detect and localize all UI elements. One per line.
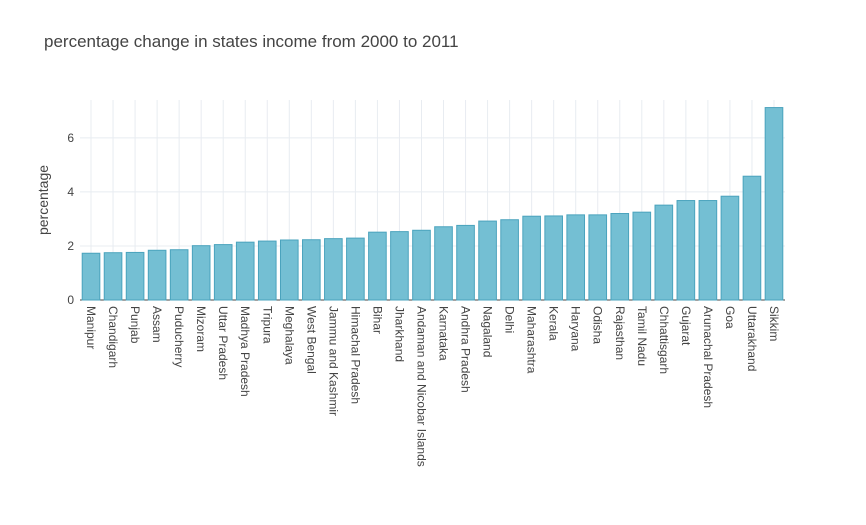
bar-haryana[interactable] [566, 214, 586, 301]
bar-jammu-and-kashmir[interactable] [324, 238, 343, 301]
x-tick-labels: Manipur Chandigarh Punjab Assam Puducherry Mi… [84, 306, 781, 467]
bar-gujarat[interactable] [676, 200, 696, 301]
bar-goa[interactable] [720, 195, 740, 301]
x-tick-label: Himachal Pradesh [348, 306, 362, 404]
x-tick-label: Arunachal Pradesh [701, 306, 715, 408]
y-tick-label: 0 [67, 293, 74, 307]
x-tick-label: Haryana [569, 306, 583, 352]
x-tick-label: Rajasthan [613, 306, 627, 360]
bar-himachal-pradesh[interactable] [346, 237, 365, 301]
x-tick-label: Andhra Pradesh [459, 306, 473, 393]
y-tick-label: 6 [67, 131, 74, 145]
x-tick-label: Maharashtra [525, 306, 539, 374]
y-tick-label: 4 [67, 185, 74, 199]
bar-puducherry[interactable] [169, 249, 189, 301]
bar-mizoram[interactable] [191, 245, 211, 301]
x-tick-label: Sikkim [767, 306, 781, 341]
bar-odisha[interactable] [588, 214, 608, 301]
x-tick-label: Madhya Pradesh [238, 306, 252, 397]
x-tick-label: West Bengal [304, 306, 318, 374]
x-tick-label: Kerala [547, 306, 561, 341]
bar-chandigarh[interactable] [103, 252, 123, 301]
bar-manipur[interactable] [81, 252, 101, 301]
x-tick-label: Andaman and Nicobar Islands [414, 306, 428, 467]
x-tick-label: Uttarakhand [745, 306, 759, 371]
bar-west-bengal[interactable] [302, 239, 321, 301]
x-tick-label: Uttar Pradesh [216, 306, 230, 380]
bar-punjab[interactable] [125, 251, 145, 301]
bar-kerala[interactable] [544, 215, 563, 301]
bar-chhattisgarh[interactable] [654, 204, 674, 301]
x-tick-label: Puducherry [172, 306, 186, 367]
x-tick-label: Meghalaya [282, 306, 296, 365]
bar-uttar-pradesh[interactable] [213, 244, 233, 301]
x-tick-label: Nagaland [481, 306, 495, 357]
bar-karnataka[interactable] [434, 226, 453, 301]
x-tick-label: Goa [723, 306, 737, 329]
bar-uttarakhand[interactable] [742, 175, 762, 301]
bar-delhi[interactable] [500, 219, 519, 301]
bar-tamil-nadu[interactable] [632, 211, 652, 301]
y-axis-label: percentage [35, 165, 51, 235]
x-tick-label: Chandigarh [106, 306, 120, 368]
bar-arunachal-pradesh[interactable] [698, 200, 718, 301]
bar-maharashtra[interactable] [522, 215, 541, 301]
bar-meghalaya[interactable] [279, 239, 299, 301]
y-tick-labels: 0 2 4 6 [67, 131, 74, 307]
x-tick-label: Tamil Nadu [635, 306, 649, 366]
x-tick-label: Bihar [370, 306, 384, 334]
x-tick-label: Assam [150, 306, 164, 343]
bar-bihar[interactable] [368, 231, 387, 301]
bar-assam[interactable] [147, 249, 167, 301]
bar-rajasthan[interactable] [610, 213, 630, 301]
bar-tripura[interactable] [257, 240, 277, 301]
bar-sikkim[interactable] [764, 107, 784, 301]
x-tick-label: Tripura [260, 306, 274, 344]
x-tick-label: Jammu and Kashmir [326, 306, 340, 416]
bar-madhya-pradesh[interactable] [235, 241, 255, 301]
y-tick-label: 2 [67, 239, 74, 253]
bar-andhra-pradesh[interactable] [456, 224, 475, 301]
x-tick-label: Karnataka [437, 306, 451, 361]
chart-title: percentage change in states income from … [44, 32, 459, 51]
x-tick-label: Odisha [591, 306, 605, 344]
x-tick-label: Mizoram [194, 306, 208, 352]
x-tick-label: Gujarat [679, 306, 693, 346]
bar-jharkhand[interactable] [390, 231, 409, 301]
x-tick-label: Punjab [128, 306, 142, 344]
bar-nagaland[interactable] [478, 220, 497, 301]
x-tick-label: Delhi [503, 306, 517, 333]
bar-andaman-and-nicobar-islands[interactable] [412, 229, 431, 301]
x-tick-label: Jharkhand [392, 306, 406, 362]
x-tick-label: Manipur [84, 306, 98, 349]
x-tick-label: Chhattisgarh [657, 306, 671, 374]
bars [81, 107, 784, 301]
